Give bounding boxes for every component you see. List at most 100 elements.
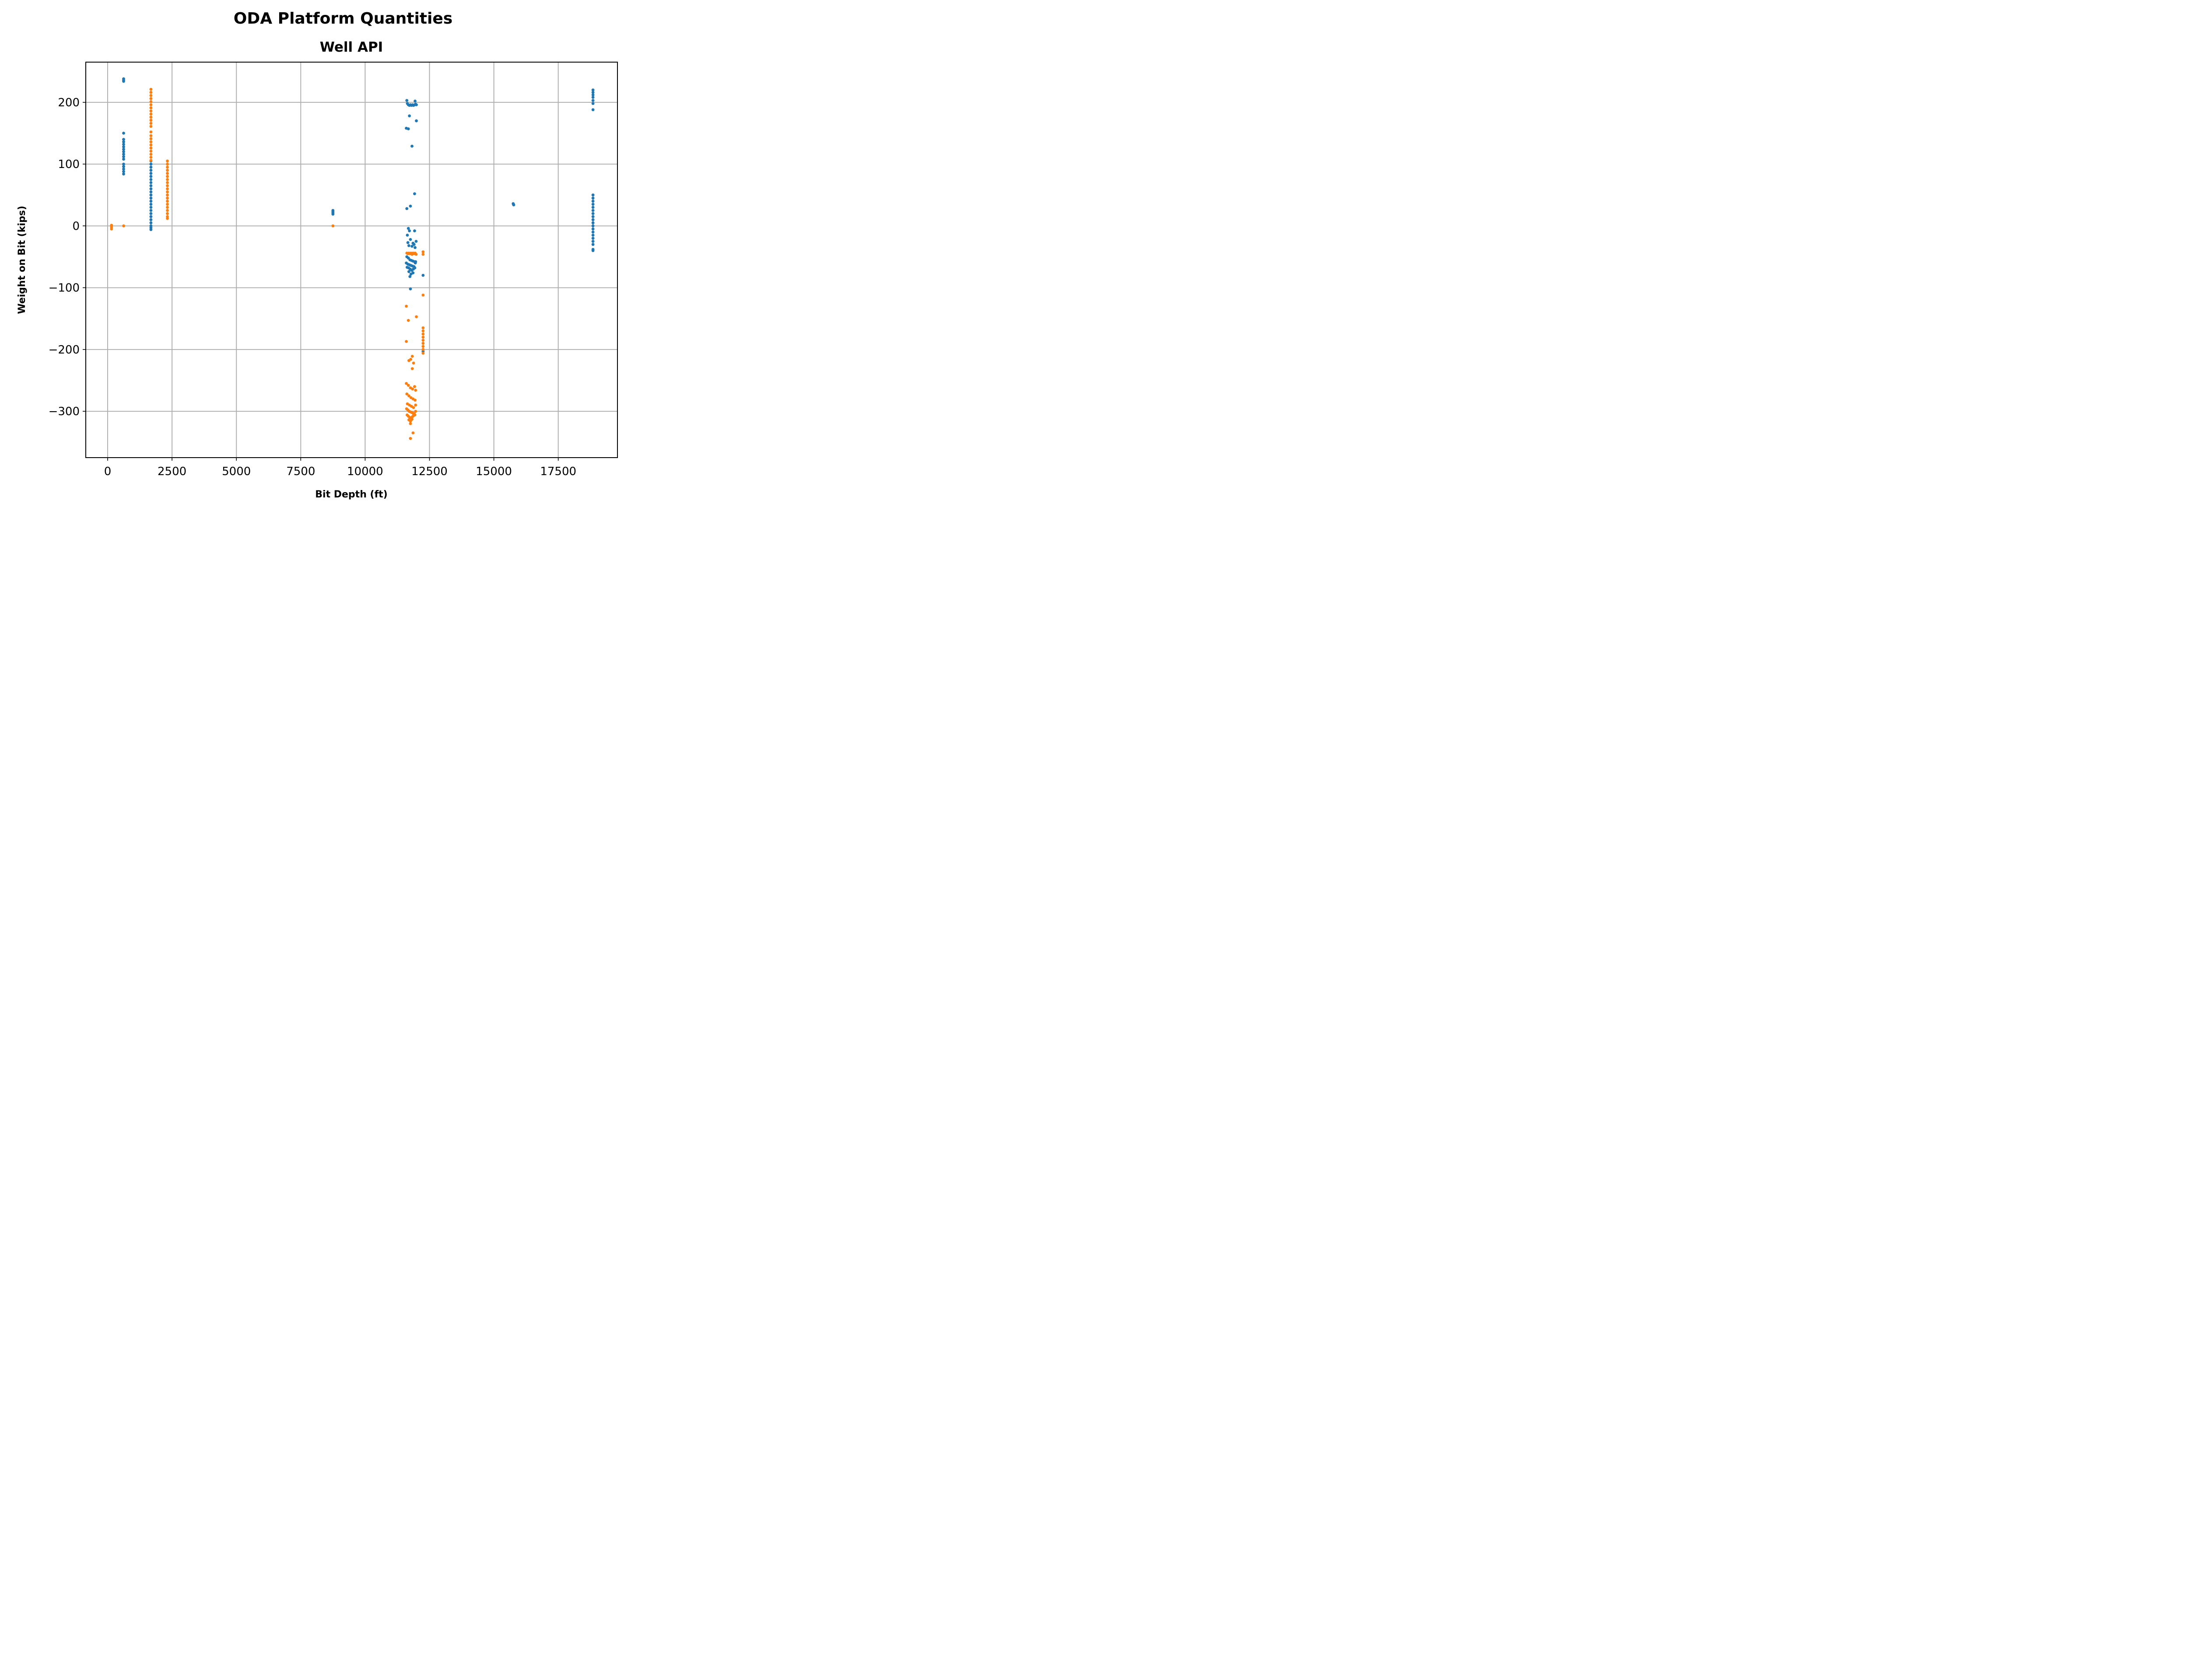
data-point-series-1 [149,221,153,224]
data-point-series-1 [405,207,409,210]
data-point-series-2 [149,150,153,153]
data-point-series-1 [414,261,417,265]
data-point-series-2 [149,153,153,156]
data-point-series-2 [110,228,113,231]
data-point-series-2 [149,109,153,112]
data-point-series-2 [412,361,415,365]
data-point-series-1 [413,192,416,196]
data-point-series-1 [412,243,416,246]
data-point-series-1 [408,229,411,232]
data-point-series-1 [591,206,595,209]
data-point-series-1 [122,80,125,83]
data-point-series-1 [122,162,125,166]
data-point-series-1 [149,165,153,169]
data-point-series-2 [410,355,414,358]
data-point-series-1 [149,168,153,172]
chart-suptitle: ODA Platform Quantities [234,10,452,28]
data-point-series-2 [122,224,125,228]
data-point-series-2 [149,116,153,119]
data-point-series-1 [149,196,153,200]
data-point-series-1 [122,138,125,141]
data-point-series-1 [407,227,410,230]
data-point-series-2 [414,399,417,402]
data-point-series-2 [166,159,169,163]
data-point-series-1 [149,212,153,215]
x-tick-label: 15000 [476,465,512,478]
data-point-series-2 [421,348,425,351]
data-point-series-2 [149,94,153,97]
data-point-series-2 [166,193,169,197]
data-point-series-1 [591,237,595,240]
data-point-series-2 [149,130,153,133]
data-point-series-2 [166,212,169,215]
data-point-series-1 [149,193,153,197]
data-point-series-1 [591,231,595,234]
data-point-series-1 [413,229,416,232]
data-point-series-1 [122,132,125,135]
data-point-series-1 [122,153,125,156]
data-point-series-1 [591,96,595,99]
data-point-series-2 [166,162,169,166]
data-point-series-2 [414,388,417,392]
data-point-series-1 [122,143,125,146]
y-tick-label: −300 [49,405,80,418]
data-point-series-1 [149,184,153,187]
plot-frame [85,62,618,458]
x-tick-label: 10000 [347,465,383,478]
data-point-series-1 [122,147,125,151]
data-point-series-2 [166,172,169,175]
data-point-series-2 [412,406,415,409]
data-point-series-2 [149,88,153,91]
data-point-series-1 [407,244,410,247]
data-point-series-1 [122,155,125,158]
data-point-series-1 [407,127,410,130]
data-point-series-1 [591,102,595,105]
data-point-series-1 [414,246,417,249]
data-point-series-2 [166,196,169,200]
points-layer [110,77,595,440]
data-point-series-1 [122,140,125,144]
data-point-series-1 [591,234,595,237]
data-point-series-2 [166,209,169,212]
data-point-series-2 [414,252,418,256]
data-point-series-1 [149,203,153,206]
data-point-series-1 [408,114,411,118]
data-point-series-2 [149,119,153,122]
data-point-series-2 [149,91,153,94]
data-point-series-2 [405,382,408,385]
data-point-series-1 [591,221,595,224]
grid-layer [86,62,617,458]
data-point-series-1 [149,228,153,231]
data-point-series-2 [149,106,153,109]
data-point-series-2 [421,339,425,342]
data-point-series-2 [410,367,414,370]
data-point-series-1 [409,204,412,208]
data-point-series-2 [414,410,417,413]
data-point-series-1 [591,203,595,206]
data-point-series-2 [166,181,169,184]
data-point-series-1 [149,190,153,193]
data-point-series-2 [149,100,153,103]
data-point-series-2 [407,319,410,322]
data-point-series-1 [591,209,595,212]
data-point-series-2 [415,315,418,318]
data-point-series-1 [410,245,414,248]
data-point-series-1 [122,145,125,148]
data-point-series-1 [149,218,153,221]
data-point-series-1 [122,168,125,171]
data-point-series-1 [591,200,595,203]
data-point-series-1 [410,144,414,148]
data-point-series-2 [410,418,414,421]
y-axis-label: Weight on Bit (kips) [17,206,28,314]
data-point-series-1 [406,241,410,244]
data-point-series-1 [591,108,595,112]
data-point-series-1 [149,206,153,209]
x-tick-label: 12500 [411,465,448,478]
data-point-series-1 [406,234,409,237]
data-point-series-2 [421,336,425,339]
data-point-series-2 [149,159,153,162]
data-point-series-1 [405,99,409,102]
data-point-series-2 [166,165,169,169]
data-point-series-1 [149,187,153,190]
data-point-series-1 [591,91,595,94]
